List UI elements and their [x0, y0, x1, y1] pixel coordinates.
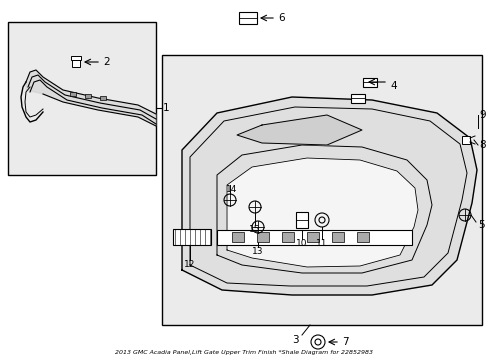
Bar	[295, 212, 307, 228]
Text: 11: 11	[316, 239, 327, 248]
Bar	[257, 232, 268, 242]
Text: 5: 5	[477, 220, 484, 230]
Bar	[306, 232, 318, 242]
Bar	[8, 22, 156, 175]
Bar	[71, 56, 81, 60]
Polygon shape	[237, 115, 361, 145]
Text: 3: 3	[291, 335, 298, 345]
Bar	[217, 230, 411, 245]
Bar	[72, 60, 80, 67]
Text: 15: 15	[249, 225, 260, 234]
Text: 13: 13	[252, 247, 263, 256]
Text: 12: 12	[184, 260, 195, 269]
Bar	[173, 229, 210, 245]
Polygon shape	[226, 158, 417, 267]
Bar	[356, 232, 368, 242]
Bar	[70, 92, 76, 96]
Text: 14: 14	[226, 185, 237, 194]
Text: 7: 7	[341, 337, 348, 347]
Bar	[331, 232, 343, 242]
Bar	[282, 232, 293, 242]
Polygon shape	[182, 97, 476, 295]
Text: 6: 6	[278, 13, 284, 23]
Text: 2013 GMC Acadia Panel,Lift Gate Upper Trim Finish *Shale Diagram for 22852983: 2013 GMC Acadia Panel,Lift Gate Upper Tr…	[115, 350, 372, 355]
Text: 4: 4	[389, 81, 396, 91]
Text: 8: 8	[478, 140, 485, 150]
Bar	[231, 232, 244, 242]
Text: 9: 9	[478, 110, 485, 120]
Bar	[100, 96, 106, 100]
Bar	[350, 94, 364, 103]
Bar	[362, 77, 376, 86]
Text: 2: 2	[103, 57, 109, 67]
Text: 10: 10	[296, 239, 307, 248]
Bar	[85, 94, 91, 98]
Bar	[461, 136, 469, 144]
Polygon shape	[26, 70, 156, 126]
Bar	[239, 12, 257, 24]
Bar	[162, 55, 481, 325]
Text: 1: 1	[163, 103, 169, 113]
